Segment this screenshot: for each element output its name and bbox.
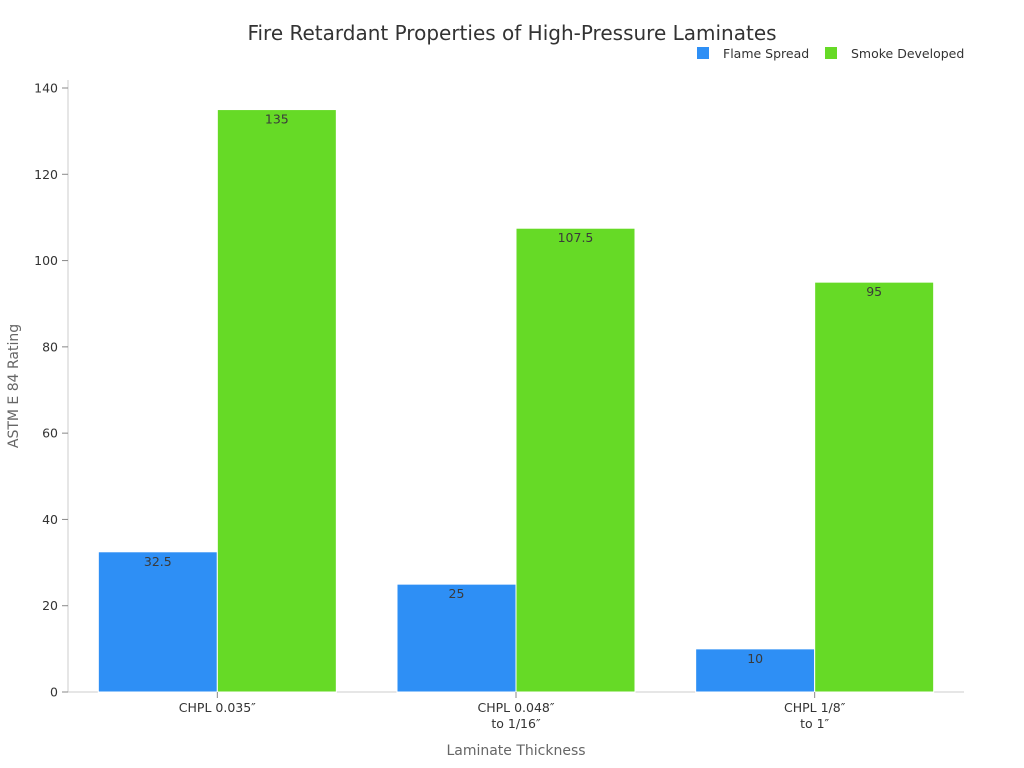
- bar-smoke-developed: [814, 281, 935, 693]
- x-tick-label-line: CHPL 0.035″: [179, 700, 256, 715]
- bar-data-label: 32.5: [144, 554, 172, 569]
- chart-title: Fire Retardant Properties of High-Pressu…: [247, 21, 776, 45]
- legend: Flame Spread Smoke Developed: [697, 46, 964, 61]
- y-axis-title: ASTM E 84 Rating: [6, 324, 22, 448]
- y-tick-label: 20: [42, 598, 58, 613]
- bar-flame-spread: [695, 648, 816, 693]
- bar-data-label: 95: [866, 284, 882, 299]
- y-tick-label: 100: [34, 253, 58, 268]
- x-axis-ticks: CHPL 0.035″ CHPL 0.048″ to 1/16″CHPL 1/8″ t…: [179, 692, 846, 731]
- legend-swatch: [825, 47, 837, 59]
- bar-flame-spread: [97, 551, 218, 693]
- y-tick-label: 140: [34, 81, 58, 96]
- bar-data-label: 135: [265, 112, 289, 127]
- legend-swatch: [697, 47, 709, 59]
- legend-label: Flame Spread: [723, 46, 809, 61]
- x-axis-title: Laminate Thickness: [446, 743, 585, 759]
- y-tick-label: 40: [42, 512, 58, 527]
- y-tick-label: 120: [34, 167, 58, 182]
- x-tick-label: CHPL 0.035″: [179, 700, 256, 715]
- y-tick-label: 0: [50, 685, 58, 700]
- x-tick-label-line: CHPL 1/8″: [784, 700, 846, 715]
- bar-data-label: 107.5: [558, 230, 594, 245]
- bar-data-label: 10: [747, 651, 763, 666]
- x-tick-label: CHPL 0.048″ to 1/16″: [477, 700, 554, 731]
- y-axis-ticks: 0 20 40 60 80 100 120 140: [34, 81, 68, 700]
- x-tick-label: CHPL 1/8″ to 1″: [784, 700, 846, 731]
- bar-data-label: 25: [449, 586, 465, 601]
- legend-label: Smoke Developed: [851, 46, 964, 61]
- y-tick-label: 80: [42, 339, 58, 354]
- x-tick-label-line: CHPL 0.048″: [477, 700, 554, 715]
- x-tick-label-line: to 1″: [800, 716, 829, 731]
- x-tick-label-line: to 1/16″: [491, 716, 541, 731]
- y-tick-label: 60: [42, 426, 58, 441]
- bar-smoke-developed: [216, 109, 337, 693]
- bars: 32.5 135 25 107.5 10 95: [97, 109, 935, 693]
- bar-smoke-developed: [515, 227, 636, 693]
